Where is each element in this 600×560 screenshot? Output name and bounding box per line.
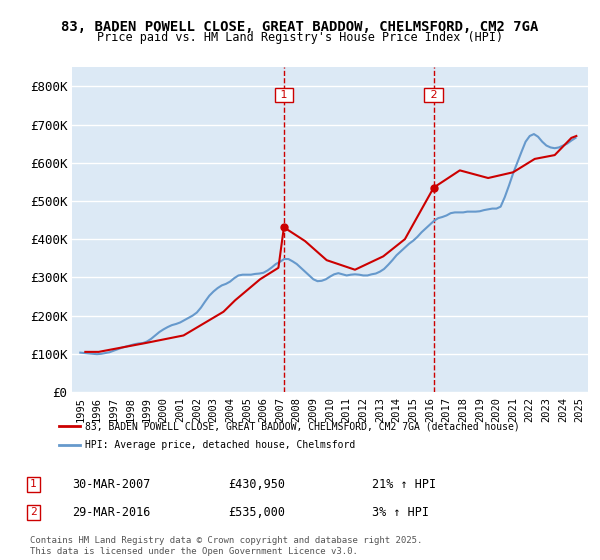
Text: 2: 2 bbox=[30, 507, 37, 517]
Text: 29-MAR-2016: 29-MAR-2016 bbox=[72, 506, 151, 519]
Text: 3% ↑ HPI: 3% ↑ HPI bbox=[372, 506, 429, 519]
Text: 1: 1 bbox=[277, 90, 291, 100]
Text: Price paid vs. HM Land Registry's House Price Index (HPI): Price paid vs. HM Land Registry's House … bbox=[97, 31, 503, 44]
Text: 21% ↑ HPI: 21% ↑ HPI bbox=[372, 478, 436, 491]
Text: 2: 2 bbox=[427, 90, 441, 100]
Text: £535,000: £535,000 bbox=[228, 506, 285, 519]
Text: 30-MAR-2007: 30-MAR-2007 bbox=[72, 478, 151, 491]
Text: HPI: Average price, detached house, Chelmsford: HPI: Average price, detached house, Chel… bbox=[85, 440, 355, 450]
Text: Contains HM Land Registry data © Crown copyright and database right 2025.
This d: Contains HM Land Registry data © Crown c… bbox=[30, 536, 422, 556]
Text: £430,950: £430,950 bbox=[228, 478, 285, 491]
Text: 1: 1 bbox=[30, 479, 37, 489]
Text: 83, BADEN POWELL CLOSE, GREAT BADDOW, CHELMSFORD, CM2 7GA (detached house): 83, BADEN POWELL CLOSE, GREAT BADDOW, CH… bbox=[85, 421, 520, 431]
Text: 83, BADEN POWELL CLOSE, GREAT BADDOW, CHELMSFORD, CM2 7GA: 83, BADEN POWELL CLOSE, GREAT BADDOW, CH… bbox=[61, 20, 539, 34]
